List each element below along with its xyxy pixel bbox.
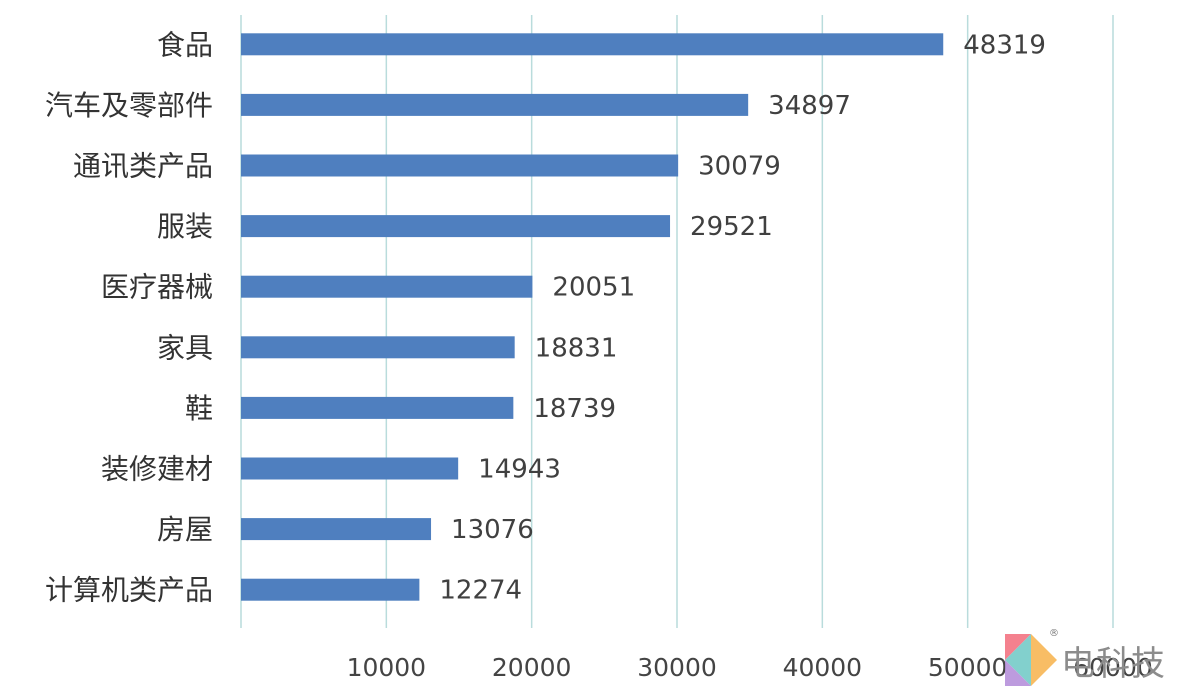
- bars: [241, 33, 944, 601]
- bar: [241, 336, 515, 359]
- data-label: 13076: [451, 515, 534, 545]
- category-label: 家具: [157, 331, 213, 364]
- data-label: 18739: [533, 394, 616, 424]
- data-label: 34897: [768, 91, 851, 121]
- bar: [241, 33, 944, 56]
- bar: [241, 275, 533, 298]
- logo-shape-teal: [1005, 634, 1031, 686]
- watermark-logo: ® 电科技: [1003, 628, 1178, 688]
- category-label: 装修建材: [101, 453, 213, 486]
- x-tick-label: 60000: [1073, 653, 1153, 682]
- bar: [241, 396, 514, 419]
- category-label: 房屋: [157, 513, 213, 546]
- data-label: 18831: [535, 333, 618, 363]
- category-label: 汽车及零部件: [45, 89, 213, 122]
- category-label: 服装: [157, 210, 213, 243]
- x-tick-label: 10000: [347, 653, 427, 682]
- x-tick-label: 40000: [783, 653, 863, 682]
- category-label: 通讯类产品: [73, 150, 213, 183]
- logo-shape-purple: [1005, 660, 1031, 686]
- category-label: 计算机类产品: [45, 574, 213, 607]
- registered-mark: ®: [1049, 628, 1059, 639]
- x-tick-label: 20000: [492, 653, 572, 682]
- data-label: 30079: [698, 152, 781, 182]
- grid-lines: [240, 15, 1114, 628]
- data-label: 12274: [439, 576, 522, 606]
- x-tick-label: 50000: [928, 653, 1008, 682]
- category-label: 医疗器械: [101, 271, 213, 304]
- x-axis-tick-labels: 10000 20000 30000 40000 50000 60000: [347, 653, 1153, 682]
- bar: [241, 154, 679, 177]
- data-label: 14943: [478, 455, 561, 485]
- watermark-text: 电科技: [1061, 644, 1166, 684]
- bar: [241, 578, 420, 601]
- logo-mark-icon: [1005, 634, 1057, 686]
- bar: [241, 518, 432, 541]
- bar: [241, 215, 671, 238]
- data-label: 48319: [963, 30, 1046, 60]
- logo-shape-orange: [1031, 634, 1057, 686]
- bar: [241, 93, 749, 116]
- bar: [241, 457, 459, 480]
- category-label: 鞋: [185, 392, 213, 425]
- data-label: 20051: [552, 273, 635, 303]
- data-label: 29521: [690, 212, 773, 242]
- value-labels: 48319 34897 30079 29521 20051 18831 18739 14943…: [439, 30, 1046, 605]
- category-label: 食品: [157, 28, 213, 61]
- x-tick-label: 30000: [637, 653, 717, 682]
